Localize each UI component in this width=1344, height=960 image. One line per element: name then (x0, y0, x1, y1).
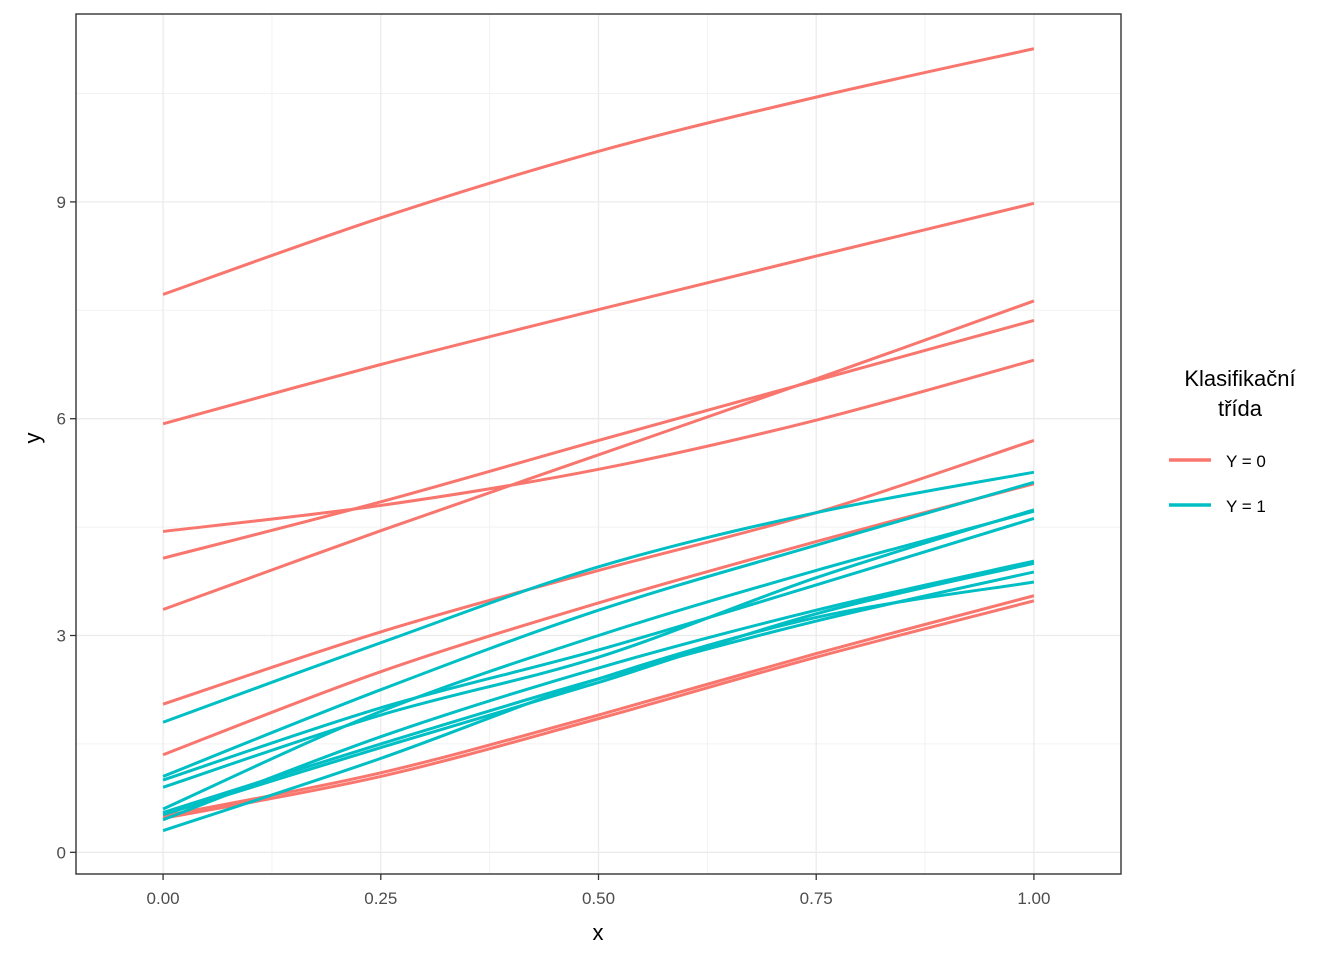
legend-title-line-1: Klasifikační (1184, 366, 1295, 391)
y-axis-title: y (20, 433, 45, 444)
x-tick-label: 0.00 (147, 889, 180, 908)
series-line-12 (162, 509, 1035, 811)
series-line-3 (162, 318, 1035, 560)
y-axis-ticks: 0 3 6 9 (57, 193, 76, 862)
series-line-4 (162, 358, 1035, 533)
series-line-10 (162, 470, 1035, 724)
series-line-8 (162, 594, 1035, 818)
series-line-9 (162, 599, 1035, 820)
series-line-11 (162, 480, 1035, 778)
series-line-6 (162, 438, 1035, 706)
x-axis-title: x (593, 920, 604, 945)
major-gridlines (76, 14, 1121, 874)
x-tick-label: 0.50 (582, 889, 615, 908)
series-line-14 (162, 517, 1035, 782)
y-tick-label: 6 (57, 410, 66, 429)
series-lines (162, 47, 1035, 833)
legend-label: Y = 1 (1226, 497, 1266, 516)
x-tick-label: 0.75 (800, 889, 833, 908)
y-tick-label: 3 (57, 627, 66, 646)
series-line-18 (162, 561, 1035, 817)
y-tick-label: 0 (57, 843, 66, 862)
series-line-13 (162, 508, 1035, 789)
series-line-2 (162, 201, 1035, 426)
y-tick-label: 9 (57, 193, 66, 212)
series-line-1 (162, 47, 1035, 296)
series-line-17 (162, 580, 1035, 833)
series-line-5 (162, 299, 1035, 611)
legend-entries: Y = 0 Y = 1 (1169, 452, 1266, 516)
legend-title-line-2: třída (1218, 396, 1263, 421)
series-line-15 (162, 559, 1035, 822)
x-tick-label: 1.00 (1017, 889, 1050, 908)
x-tick-label: 0.25 (364, 889, 397, 908)
legend: Klasifikační třída Y = 0 Y = 1 (1169, 366, 1296, 516)
series-line-7 (162, 482, 1035, 757)
legend-label: Y = 0 (1226, 452, 1266, 471)
x-axis-ticks: 0.00 0.25 0.50 0.75 1.00 (147, 874, 1050, 908)
